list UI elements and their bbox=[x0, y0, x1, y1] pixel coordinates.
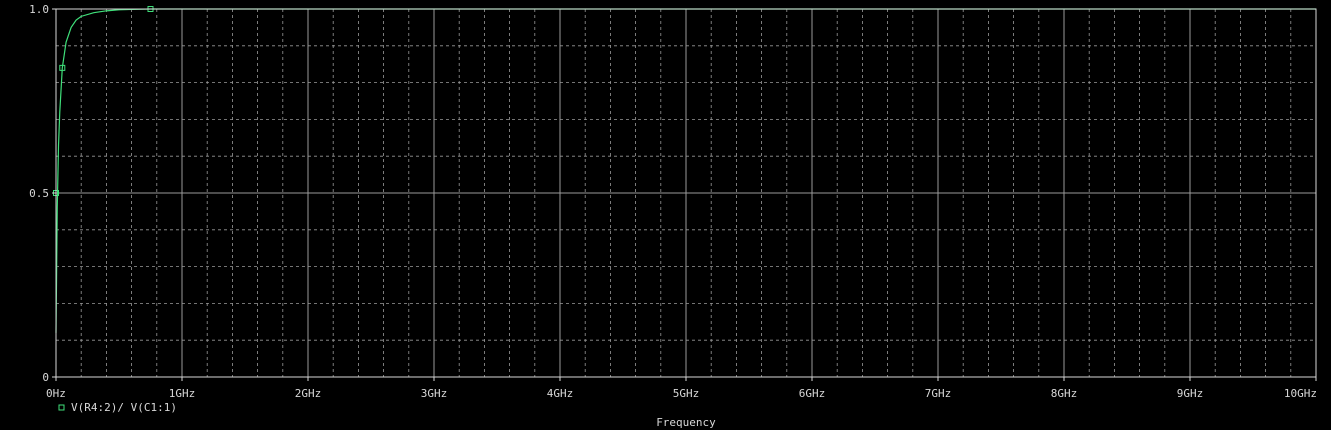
y-tick-label: 1.0 bbox=[29, 3, 49, 16]
legend: V(R4:2)/ V(C1:1) bbox=[58, 401, 177, 414]
tick-labels: 0Hz 1GHz 2GHz 3GHz 4GHz 5GHz 6GHz 7GHz 8GHz 9GHz 1… bbox=[29, 3, 1317, 400]
grid-lines bbox=[56, 9, 1316, 377]
x-tick-label: 9GHz bbox=[1177, 387, 1204, 400]
x-tick-label: 3GHz bbox=[421, 387, 448, 400]
x-tick-label: 7GHz bbox=[925, 387, 952, 400]
legend-series-name: V(R4:2)/ V(C1:1) bbox=[71, 401, 177, 414]
x-tick-label: 4GHz bbox=[547, 387, 574, 400]
x-tick-label: 8GHz bbox=[1051, 387, 1078, 400]
y-tick-label: 0.5 bbox=[29, 187, 49, 200]
x-tick-label: 6GHz bbox=[799, 387, 826, 400]
x-tick-label: 5GHz bbox=[673, 387, 700, 400]
x-tick-label: 0Hz bbox=[46, 387, 66, 400]
y-tick-label: 0 bbox=[42, 371, 49, 384]
x-tick-label: 10GHz bbox=[1284, 387, 1317, 400]
trace-layer bbox=[53, 6, 1316, 333]
series-marker bbox=[59, 64, 66, 71]
x-axis-title: Frequency bbox=[656, 416, 716, 429]
legend-marker-square bbox=[58, 404, 65, 411]
axes bbox=[52, 8, 1317, 381]
x-tick-label: 2GHz bbox=[295, 387, 322, 400]
x-tick-label: 1GHz bbox=[169, 387, 196, 400]
